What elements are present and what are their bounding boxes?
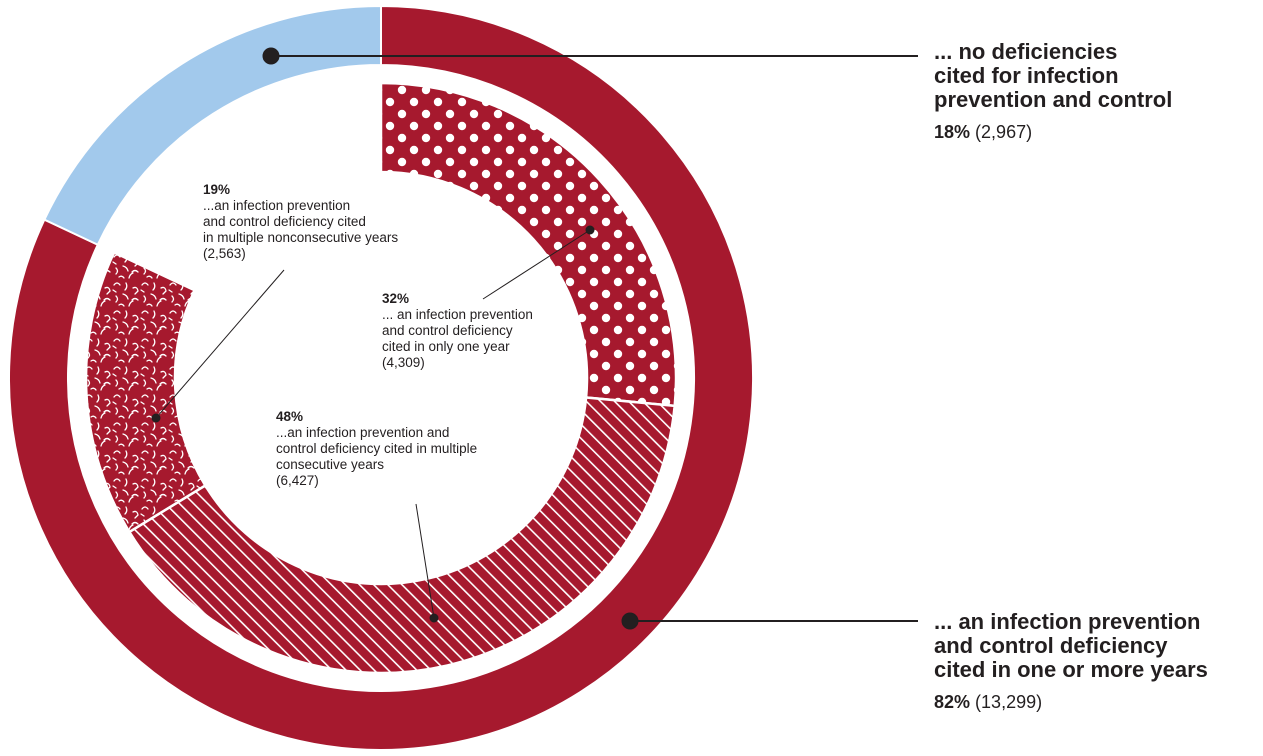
label-nonconsecutive-desc: ...an infection prevention and control d… <box>203 198 399 245</box>
inner-slice-consecutive <box>127 396 677 675</box>
label-no-deficiencies-pct: 18% <box>934 122 971 142</box>
leader-nonconsecutive <box>155 269 285 419</box>
inner-slice-one-year <box>379 81 678 408</box>
leader-one-year <box>482 229 591 300</box>
label-nonconsecutive-count: (2,563) <box>203 246 246 261</box>
leader-no-deficiencies-dot <box>262 47 280 65</box>
label-consecutive: 48% ...an infection prevention and contr… <box>276 409 477 489</box>
label-no-deficiencies: ... no deficiencies cited for infection … <box>934 40 1263 143</box>
outer-slice-no-deficiency <box>43 4 382 247</box>
label-consecutive-count: (6,427) <box>276 473 319 488</box>
outer-slice-any-deficiency <box>8 4 754 751</box>
label-consecutive-pct: 48% <box>276 409 304 424</box>
label-any-deficiency-count: (13,299) <box>975 692 1043 712</box>
leader-consecutive-dot <box>429 613 439 623</box>
label-no-deficiencies-title: ... no deficiencies cited for infection … <box>934 39 1173 112</box>
label-any-deficiency-pct: 82% <box>934 692 971 712</box>
label-any-deficiency-stat: 82% (13,299) <box>934 692 1263 713</box>
label-one-year-count: (4,309) <box>382 355 425 370</box>
label-no-deficiencies-stat: 18% (2,967) <box>934 122 1263 143</box>
label-no-deficiencies-count: (2,967) <box>975 122 1033 142</box>
label-one-year-desc: ... an infection prevention and control … <box>382 307 533 354</box>
label-one-year-pct: 32% <box>382 291 410 306</box>
label-any-deficiency: ... an infection prevention and control … <box>934 610 1263 713</box>
label-consecutive-desc: ...an infection prevention and control d… <box>276 425 478 472</box>
inner-slice-nonconsecutive <box>84 250 207 534</box>
label-nonconsecutive: 19% ...an infection prevention and contr… <box>203 182 398 262</box>
label-nonconsecutive-pct: 19% <box>203 182 231 197</box>
leader-nonconsecutive-dot <box>151 413 161 423</box>
leader-one-year-dot <box>585 225 595 235</box>
leader-any-deficiency-dot <box>621 612 639 630</box>
leader-consecutive <box>415 503 435 619</box>
label-any-deficiency-title: ... an infection prevention and control … <box>934 609 1208 682</box>
label-one-year: 32% ... an infection prevention and cont… <box>382 291 533 371</box>
